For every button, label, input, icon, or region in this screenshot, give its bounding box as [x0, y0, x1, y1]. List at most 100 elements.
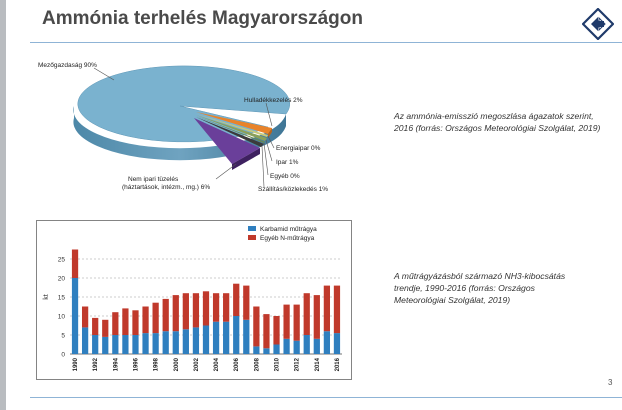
- bar-egyeb-n: [132, 310, 139, 335]
- x-tick-label: 2004: [214, 357, 220, 371]
- bar-karbamid: [132, 335, 139, 354]
- bar-karbamid: [263, 348, 270, 354]
- pie-slice-hulladekkezeles: [196, 112, 272, 138]
- diamond-arrows-logo-icon: [582, 8, 614, 40]
- bar-karbamid: [233, 316, 240, 354]
- bar-karbamid: [212, 321, 220, 354]
- bar-karbamid: [253, 346, 260, 354]
- bar-egyeb-n: [263, 314, 270, 349]
- bar-karbamid: [122, 335, 129, 354]
- ammonia-sector-pie-chart: Mezőgazdaság 90% Hulladékkezelés 2% Ener…: [38, 62, 328, 193]
- bar-egyeb-n: [233, 283, 240, 316]
- x-tick-label: 2002: [194, 357, 200, 371]
- bar-karbamid: [293, 340, 300, 354]
- y-tick-label: 10: [58, 314, 66, 321]
- bar-karbamid: [243, 319, 250, 354]
- bar-karbamid: [81, 327, 89, 354]
- x-tick-label: 2000: [174, 357, 180, 371]
- bar-karbamid: [112, 335, 119, 354]
- bar-karbamid: [152, 333, 159, 354]
- bar-karbamid: [71, 278, 79, 354]
- pie-slice-egyeb: [196, 116, 265, 143]
- bar-egyeb-n: [71, 249, 79, 278]
- legend-swatch: [248, 235, 256, 240]
- bar-karbamid: [92, 335, 99, 354]
- nh3-fertilizer-trend-chart: 0 5 10 15 20 25 kt 1990 1992 1994 1996 1998 2000 2002…: [36, 220, 352, 380]
- pie-label-szallitas: Szállítás/közlekedés 1%: [258, 186, 328, 193]
- y-tick-label: 5: [61, 333, 65, 340]
- bar-karbamid: [223, 321, 230, 354]
- x-tick-label: 2014: [315, 357, 321, 371]
- bar-egyeb-n: [243, 285, 250, 320]
- bar-egyeb-n: [293, 304, 300, 341]
- bar-egyeb-n: [81, 306, 89, 328]
- x-tick-label: 2016: [335, 357, 341, 371]
- bar-egyeb-n: [253, 306, 260, 347]
- x-tick-label: 2008: [254, 357, 260, 371]
- bar-karbamid: [192, 327, 200, 354]
- bar-egyeb-n: [142, 306, 149, 334]
- y-tick-label: 15: [58, 295, 66, 302]
- x-tick-label: 1992: [93, 357, 99, 371]
- bar-egyeb-n: [112, 312, 119, 335]
- x-tick-label: 2012: [295, 357, 301, 371]
- bar-karbamid: [182, 329, 189, 354]
- bar-egyeb-n: [192, 293, 200, 328]
- pie-slice-nem-ipari-tuzeles: [194, 118, 260, 170]
- bar-egyeb-n: [333, 285, 341, 334]
- bar-egyeb-n: [202, 291, 210, 326]
- left-accent-bar: [0, 0, 6, 410]
- bar-karbamid: [273, 344, 280, 354]
- pie-label-nem-ipari-tuzeles: Nem ipari tüzelés (háztartások, intézm., …: [122, 176, 210, 191]
- x-tick-label: 2010: [275, 357, 281, 371]
- bar-egyeb-n: [283, 304, 290, 339]
- bar-karbamid: [283, 338, 290, 354]
- bar-karbamid: [172, 331, 179, 354]
- bar-egyeb-n: [92, 317, 99, 335]
- bar-egyeb-n: [162, 298, 169, 332]
- pie-label-energiaipar: Energiaipar 0%: [276, 145, 321, 152]
- legend-swatch: [248, 226, 256, 231]
- pie-label-ipar: Ipar 1%: [276, 159, 299, 166]
- header-rule: [30, 42, 622, 43]
- y-axis-label: kt: [43, 294, 50, 300]
- pie-slice-energiaipar: [196, 114, 268, 137]
- bar-egyeb-n: [152, 302, 159, 334]
- legend-label: Egyéb N-műtrágya: [260, 235, 315, 242]
- page-number: 3: [608, 378, 613, 387]
- bar-karbamid: [142, 333, 149, 354]
- caption-top: Az ammónia-emisszió megoszlása ágazatok …: [394, 111, 601, 133]
- pie-slice-ipar: [196, 115, 267, 141]
- y-tick-label: 20: [58, 276, 66, 283]
- pie-label-hulladekkezeles: Hulladékkezelés 2%: [244, 97, 303, 104]
- bar-egyeb-n: [122, 308, 129, 335]
- bar-karbamid: [323, 331, 331, 354]
- slide-title: Ammónia terhelés Magyarországon: [42, 8, 363, 29]
- x-tick-label: 1994: [113, 357, 119, 371]
- legend-label: Karbamid műtrágya: [260, 226, 317, 233]
- bar-karbamid: [303, 335, 310, 354]
- y-tick-label: 0: [61, 352, 65, 359]
- bar-egyeb-n: [102, 319, 109, 337]
- bar-egyeb-n: [223, 293, 230, 322]
- pie-slice-szallitas: [196, 117, 264, 147]
- bar-karbamid: [102, 336, 109, 354]
- bar-egyeb-n: [212, 293, 220, 322]
- bar-karbamid: [313, 338, 320, 354]
- x-tick-label: 1998: [154, 357, 160, 371]
- footer-rule: [30, 397, 622, 398]
- bar-egyeb-n: [273, 316, 280, 345]
- bar-egyeb-n: [313, 295, 320, 339]
- pie-label-egyeb: Egyéb 0%: [270, 173, 300, 180]
- y-tick-label: 25: [58, 257, 66, 264]
- x-tick-label: 2006: [234, 357, 240, 371]
- x-tick-label: 1996: [133, 357, 139, 371]
- bar-egyeb-n: [182, 293, 189, 330]
- bar-egyeb-n: [303, 293, 310, 335]
- bar-egyeb-n: [172, 295, 179, 332]
- bar-karbamid: [162, 331, 169, 354]
- x-tick-label: 1990: [73, 357, 79, 371]
- bar-karbamid: [202, 325, 210, 354]
- bar-egyeb-n: [323, 285, 331, 332]
- bar-karbamid: [333, 333, 341, 354]
